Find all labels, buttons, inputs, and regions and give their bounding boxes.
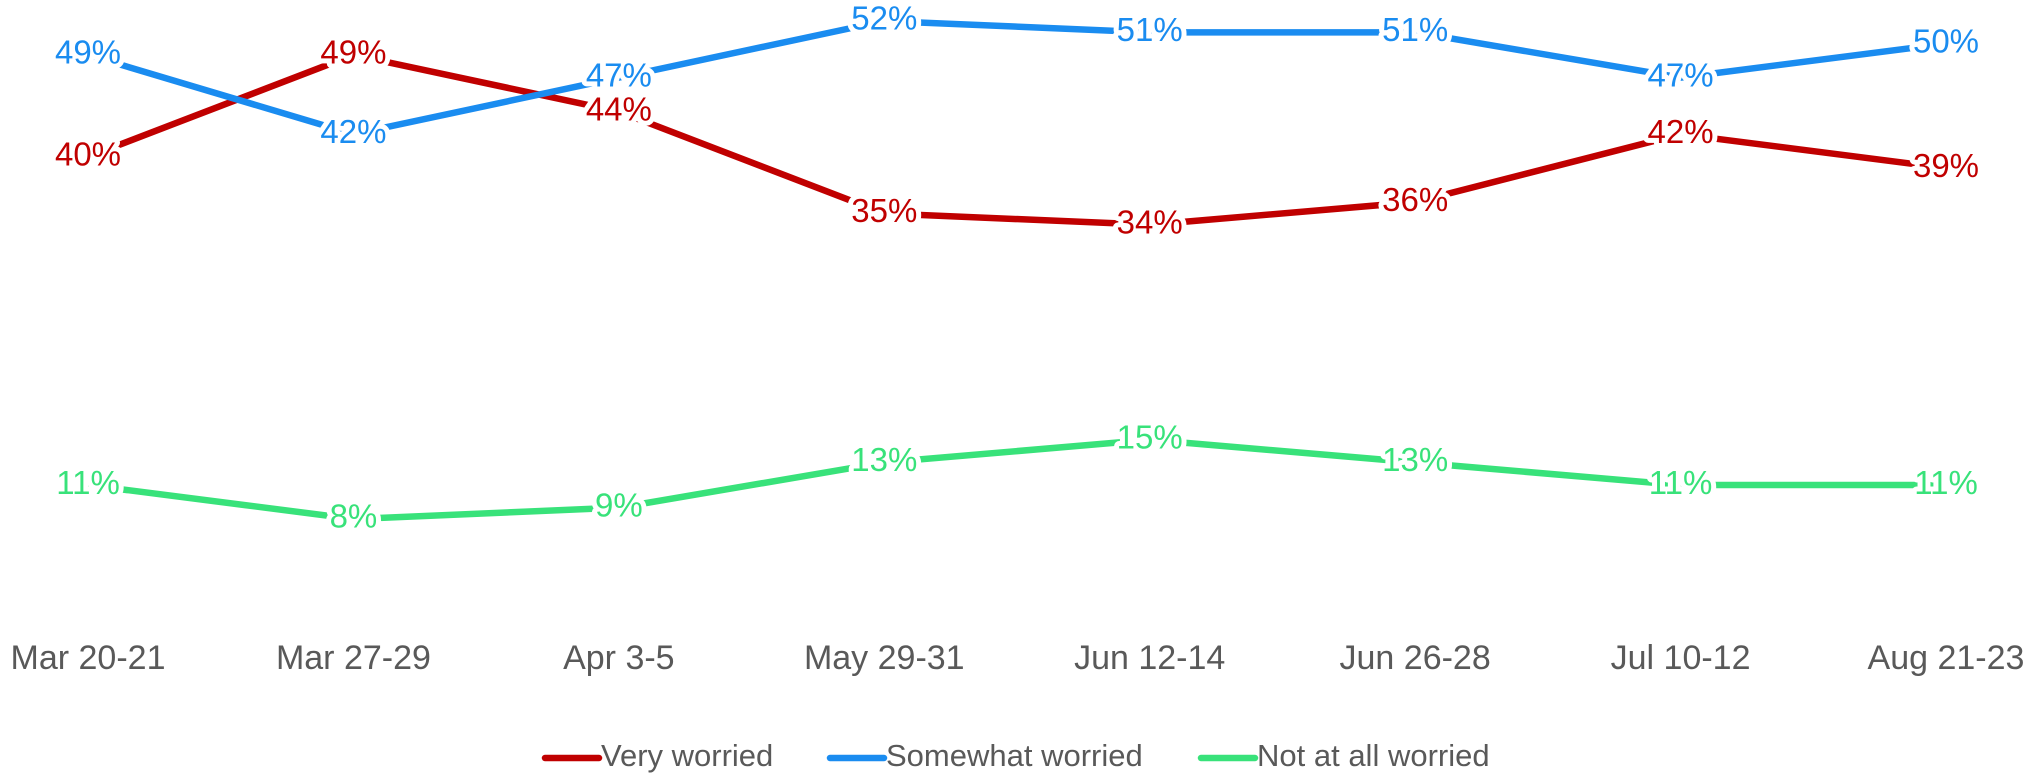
value-label: 39% <box>1913 147 1979 184</box>
value-label: 51% <box>1382 11 1448 48</box>
value-label: 42% <box>1648 113 1714 150</box>
x-tick-label: Jun 26-28 <box>1340 639 1491 677</box>
value-label: 35% <box>851 192 917 229</box>
value-label: 49% <box>55 34 121 71</box>
x-tick-label: Jun 12-14 <box>1074 639 1225 677</box>
x-tick-label: Mar 27-29 <box>276 639 431 677</box>
value-label: 13% <box>1382 441 1448 478</box>
x-tick-label: Mar 20-21 <box>11 639 166 677</box>
value-label: 51% <box>1117 11 1183 48</box>
series-line <box>86 51 1947 228</box>
lines <box>86 17 1947 523</box>
value-label: 11% <box>1914 464 1978 501</box>
value-label: 49% <box>320 34 386 71</box>
value-label: 11% <box>56 464 120 501</box>
series-line <box>87 436 1946 523</box>
value-label: 47% <box>1648 56 1714 93</box>
value-label: 44% <box>586 90 652 127</box>
value-label: 47% <box>586 56 652 93</box>
legend-label: Somewhat worried <box>886 738 1143 773</box>
value-label: 36% <box>1382 181 1448 218</box>
value-labels: 40% 49% 44% 35% 34% 36% 42% 39% 49% 42% 47% 52% 51% 5… <box>50 0 1984 540</box>
value-label: 13% <box>851 441 917 478</box>
value-label: 8% <box>330 498 378 535</box>
value-label: 11% <box>1649 464 1713 501</box>
x-tick-label: May 29-31 <box>804 639 965 677</box>
legend-label: Very worried <box>601 738 773 773</box>
value-label: 40% <box>55 136 121 173</box>
legend: Very worried Somewhat worried Not at all w… <box>541 738 1490 773</box>
value-label: 50% <box>1913 22 1979 59</box>
series-line <box>87 17 1947 138</box>
value-label: 52% <box>851 0 917 37</box>
x-tick-label: Apr 3-5 <box>563 639 675 677</box>
value-label: 15% <box>1117 418 1183 455</box>
value-label: 34% <box>1117 203 1183 240</box>
x-tick-label: Aug 21-23 <box>1868 639 2025 677</box>
value-label: 42% <box>320 113 386 150</box>
value-label: 9% <box>595 486 643 523</box>
x-tick-label: Jul 10-12 <box>1611 639 1751 677</box>
legend-label: Not at all worried <box>1257 738 1490 773</box>
